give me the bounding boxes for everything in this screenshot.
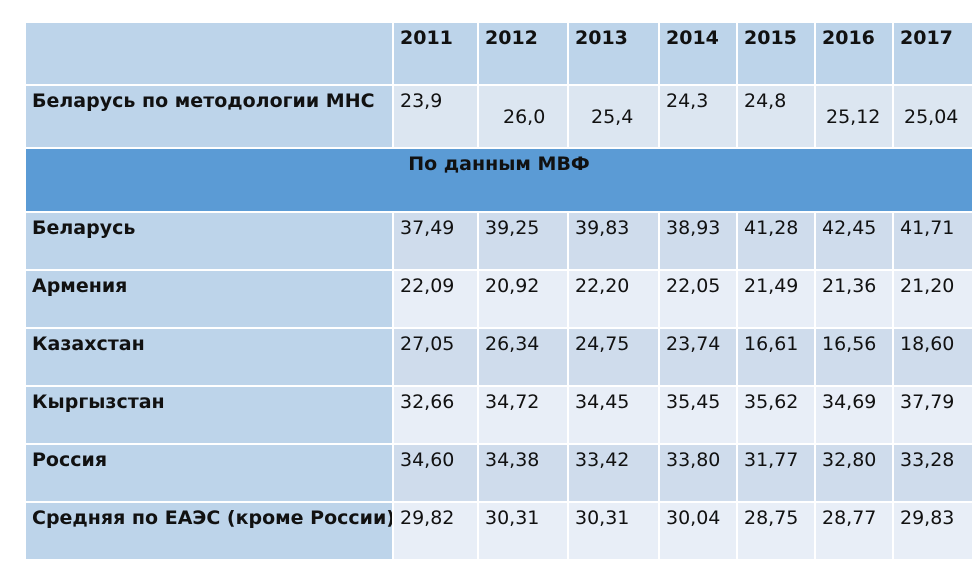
table-cell: 34,38 — [477, 443, 569, 503]
table-cell: 21,20 — [892, 269, 974, 329]
table-cell: 34,60 — [392, 443, 479, 503]
year-header: 2017 — [892, 21, 974, 86]
year-header: 2013 — [567, 21, 660, 86]
table-cell: 26,34 — [477, 327, 569, 387]
table-row: Армения 22,09 20,92 22,20 22,05 21,49 21… — [24, 269, 974, 329]
table-cell: 39,83 — [567, 211, 660, 271]
table-cell: 29,82 — [392, 501, 479, 561]
table-cell: 25,12 — [814, 84, 894, 149]
header-row: 2011 2012 2013 2014 2015 2016 2017 — [24, 21, 974, 86]
table-cell: 34,72 — [477, 385, 569, 445]
table-cell: 28,77 — [814, 501, 894, 561]
section-title: По данным МВФ — [24, 147, 974, 213]
table-row: Кыргызстан 32,66 34,72 34,45 35,45 35,62… — [24, 385, 974, 445]
table-cell: 20,92 — [477, 269, 569, 329]
table-cell: 25,4 — [567, 84, 660, 149]
table-cell: 41,28 — [736, 211, 816, 271]
header-corner-cell — [24, 21, 394, 86]
table-cell: 37,79 — [892, 385, 974, 445]
table-row: Казахстан 27,05 26,34 24,75 23,74 16,61 … — [24, 327, 974, 387]
table-row: Средняя по ЕАЭС (кроме России) 29,82 30,… — [24, 501, 974, 561]
table-cell: 21,49 — [736, 269, 816, 329]
table-cell: 27,05 — [392, 327, 479, 387]
table-cell: 25,04 — [892, 84, 974, 149]
table-row: Беларусь 37,49 39,25 39,83 38,93 41,28 4… — [24, 211, 974, 271]
row-label: Средняя по ЕАЭС (кроме России) — [24, 501, 394, 561]
year-header: 2012 — [477, 21, 569, 86]
table-cell: 30,04 — [658, 501, 738, 561]
table-cell: 16,61 — [736, 327, 816, 387]
row-label: Кыргызстан — [24, 385, 394, 445]
table-cell: 35,45 — [658, 385, 738, 445]
table-cell: 41,71 — [892, 211, 974, 271]
table-cell: 22,09 — [392, 269, 479, 329]
row-label: Казахстан — [24, 327, 394, 387]
table-cell: 16,56 — [814, 327, 894, 387]
table-cell: 38,93 — [658, 211, 738, 271]
row-label: Армения — [24, 269, 394, 329]
year-header: 2015 — [736, 21, 816, 86]
table-cell: 39,25 — [477, 211, 569, 271]
table-cell: 22,05 — [658, 269, 738, 329]
year-header: 2016 — [814, 21, 894, 86]
table-row: Россия 34,60 34,38 33,42 33,80 31,77 32,… — [24, 443, 974, 503]
table-cell: 23,74 — [658, 327, 738, 387]
table-cell: 34,69 — [814, 385, 894, 445]
table-cell: 24,75 — [567, 327, 660, 387]
table-cell: 24,8 — [736, 84, 816, 149]
table-cell: 33,28 — [892, 443, 974, 503]
section-row: По данным МВФ — [24, 147, 974, 213]
row-label: Россия — [24, 443, 394, 503]
table-cell: 32,80 — [814, 443, 894, 503]
table-cell: 18,60 — [892, 327, 974, 387]
table-cell: 37,49 — [392, 211, 479, 271]
table-cell: 33,42 — [567, 443, 660, 503]
table-cell: 30,31 — [477, 501, 569, 561]
table-cell: 26,0 — [477, 84, 569, 149]
row-label: Беларусь по методологии МНС — [24, 84, 394, 149]
table-cell: 28,75 — [736, 501, 816, 561]
year-header: 2014 — [658, 21, 738, 86]
row-label: Беларусь — [24, 211, 394, 271]
data-table: 2011 2012 2013 2014 2015 2016 2017 Белар… — [24, 21, 974, 561]
year-header: 2011 — [392, 21, 479, 86]
table-cell: 24,3 — [658, 84, 738, 149]
table-cell: 30,31 — [567, 501, 660, 561]
table-cell: 33,80 — [658, 443, 738, 503]
table-cell: 23,9 — [392, 84, 479, 149]
table-cell: 42,45 — [814, 211, 894, 271]
table-cell: 34,45 — [567, 385, 660, 445]
table-cell: 35,62 — [736, 385, 816, 445]
table-cell: 21,36 — [814, 269, 894, 329]
table-cell: 32,66 — [392, 385, 479, 445]
table-cell: 31,77 — [736, 443, 816, 503]
table-row: Беларусь по методологии МНС 23,9 26,0 25… — [24, 84, 974, 149]
table-cell: 22,20 — [567, 269, 660, 329]
table-cell: 29,83 — [892, 501, 974, 561]
